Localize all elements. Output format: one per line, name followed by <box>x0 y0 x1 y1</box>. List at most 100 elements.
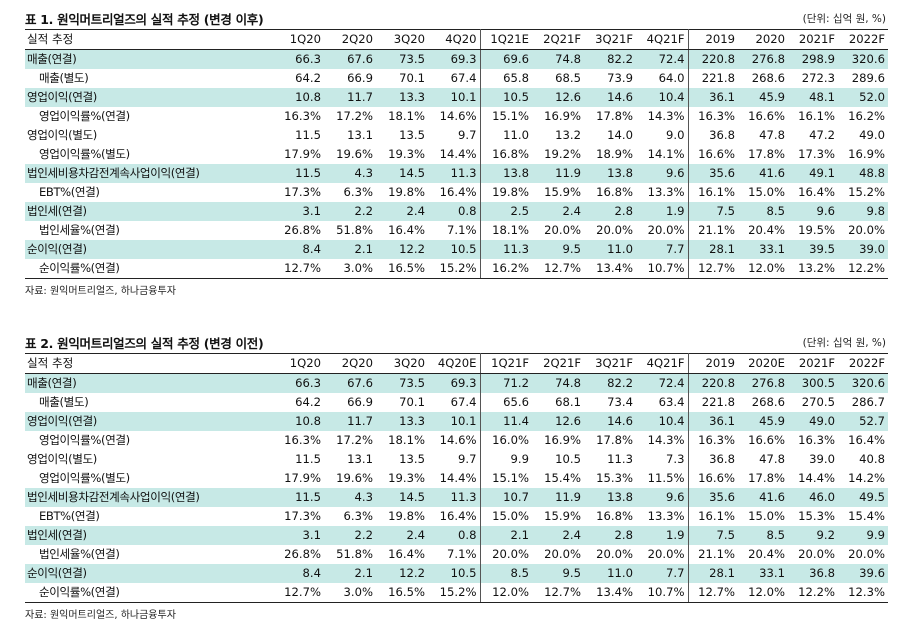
table-cell: 28.1 <box>688 564 738 583</box>
table-cell: 14.6% <box>428 431 481 450</box>
table-cell: 15.3% <box>596 471 633 485</box>
table-row: 영업이익(별도) 11.5 13.1 13.5 9.7 9.9 10.5 11.3 7.3 36.… <box>25 450 888 469</box>
table-cell: 10.5 <box>428 240 481 259</box>
table-cell: 19.3% <box>388 147 425 161</box>
estimate-table: 실적 추정 1Q20 2Q20 3Q20 4Q20 1Q21E 2Q21F 3Q21F 4Q21… <box>25 29 888 279</box>
table-cell: 16.1% <box>698 185 735 199</box>
table-cell: 40.8 <box>859 452 885 466</box>
table-cell: 52.0 <box>838 88 888 107</box>
table-cell: 2.4 <box>532 202 584 221</box>
table-cell: 20.4% <box>748 547 785 561</box>
table-cell: 13.1 <box>347 452 373 466</box>
table-cell: 11.5 <box>272 488 324 507</box>
table-cell: 16.6% <box>748 109 785 123</box>
table-cell: 13.5 <box>399 128 425 142</box>
table-cell: 14.5 <box>376 164 428 183</box>
table-row: 영업이익률%(별도) 17.9% 19.6% 19.3% 14.4% 15.1% 15.4%… <box>25 469 888 488</box>
table-cell: 276.8 <box>738 49 788 69</box>
table-cell: 2.4 <box>376 526 428 545</box>
table-cell: 11.9 <box>532 164 584 183</box>
table-cell: 13.8 <box>480 164 532 183</box>
table-cell: 28.1 <box>688 240 738 259</box>
table-cell: 69.6 <box>480 49 532 69</box>
table-cell: 17.3% <box>798 147 835 161</box>
table-cell: 2.1 <box>324 240 376 259</box>
table-cell: 300.5 <box>788 373 838 393</box>
table-cell: 12.7% <box>532 583 584 603</box>
row-label: 매출(연결) <box>25 49 272 69</box>
table-cell: 11.7 <box>324 88 376 107</box>
table-block-2: 표 2. 원익머트리얼즈의 실적 추정 (변경 이전) (단위: 십억 원, %… <box>25 333 888 621</box>
table-cell: 6.3% <box>343 509 373 523</box>
table-cell: 39.0 <box>838 240 888 259</box>
row-label: 영업이익(연결) <box>25 412 272 431</box>
table-cell: 12.0% <box>738 583 788 603</box>
column-header: 3Q20 <box>376 353 428 374</box>
table-cell: 3.0% <box>324 583 376 603</box>
table-cell: 35.6 <box>688 488 738 507</box>
table-cell: 74.8 <box>532 373 584 393</box>
table-cell: 15.0% <box>492 509 529 523</box>
table-row: 매출(별도) 64.2 66.9 70.1 67.4 65.8 68.5 73.9 64.0 22… <box>25 69 888 88</box>
table-cell: 16.5% <box>376 583 428 603</box>
table-cell: 20.0% <box>544 223 581 237</box>
column-header: 2Q20 <box>324 29 376 50</box>
table-cell: 10.8 <box>272 88 324 107</box>
row-label: 영업이익(연결) <box>25 88 272 107</box>
table-cell: 221.8 <box>701 71 735 85</box>
table-cell: 17.9% <box>284 471 321 485</box>
table-cell: 47.2 <box>809 128 835 142</box>
row-label: EBT%(연결) <box>39 185 100 199</box>
table-cell: 7.1% <box>428 545 481 564</box>
table-cell: 17.2% <box>336 109 373 123</box>
table-cell: 49.0 <box>788 412 838 431</box>
table-cell: 16.8% <box>596 509 633 523</box>
row-label: 영업이익률%(별도) <box>39 147 130 161</box>
table-cell: 73.4 <box>607 395 633 409</box>
table-cell: 270.5 <box>801 395 835 409</box>
table-cell: 16.4% <box>798 185 835 199</box>
table-cell: 9.2 <box>788 526 838 545</box>
table-cell: 9.9 <box>838 526 888 545</box>
table-cell: 65.8 <box>503 71 529 85</box>
table-cell: 16.6% <box>748 433 785 447</box>
table-cell: 20.0% <box>636 545 689 564</box>
table-cell: 12.3% <box>838 583 888 603</box>
table-cell: 9.6 <box>788 202 838 221</box>
table-cell: 286.7 <box>851 395 885 409</box>
table-cell: 67.4 <box>428 393 481 412</box>
table-cell: 9.8 <box>838 202 888 221</box>
table-cell: 16.9% <box>544 433 581 447</box>
table-cell: 63.4 <box>636 393 689 412</box>
table-cell: 19.5% <box>798 223 835 237</box>
table-cell: 26.8% <box>284 223 321 237</box>
table-cell: 2.2 <box>324 526 376 545</box>
table-cell: 73.5 <box>376 49 428 69</box>
row-label: 순이익(연결) <box>25 240 272 259</box>
table-cell: 16.3% <box>698 109 735 123</box>
table-cell: 48.8 <box>838 164 888 183</box>
table-cell: 13.2% <box>788 259 838 279</box>
table-row: EBT%(연결) 17.3% 6.3% 19.8% 16.4% 19.8% 15.9% 16.… <box>25 183 888 202</box>
table-cell: 36.8 <box>709 452 735 466</box>
table-cell: 67.6 <box>324 49 376 69</box>
table-cell: 82.2 <box>584 49 636 69</box>
table-cell: 20.0% <box>636 221 689 240</box>
table-cell: 17.8% <box>748 471 785 485</box>
table-cell: 3.1 <box>272 202 324 221</box>
table-cell: 8.5 <box>480 564 532 583</box>
table-cell: 14.5 <box>376 488 428 507</box>
table-row: 영업이익(연결) 10.8 11.7 13.3 10.1 11.4 12.6 14.6 10.4… <box>25 412 888 431</box>
table-cell: 16.3% <box>698 433 735 447</box>
table-cell: 3.1 <box>272 526 324 545</box>
column-header: 2Q21F <box>532 353 584 374</box>
column-header: 1Q21E <box>480 29 532 50</box>
table-cell: 74.8 <box>532 49 584 69</box>
table-cell: 8.5 <box>738 526 788 545</box>
table-cell: 16.0% <box>492 433 529 447</box>
table-cell: 33.1 <box>738 240 788 259</box>
column-header: 2022F <box>838 29 888 50</box>
table-cell: 16.8% <box>596 185 633 199</box>
column-header: 2019 <box>688 353 738 374</box>
source-note: 자료: 원익머트리얼즈, 하나금융투자 <box>25 610 176 621</box>
